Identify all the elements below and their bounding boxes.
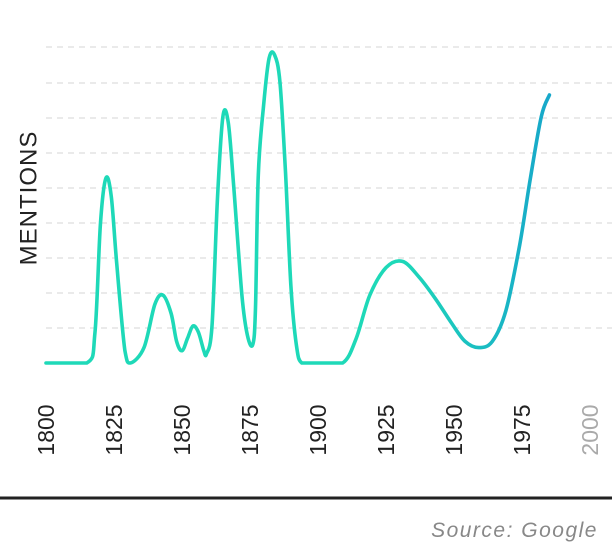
y-axis-label: MENTIONS	[16, 131, 43, 266]
series-line	[44, 50, 552, 365]
x-tick-label: 1850	[169, 404, 195, 455]
x-tick-label: 2000	[577, 404, 603, 455]
x-tick-label: 1875	[237, 404, 263, 455]
x-tick-label: 1950	[441, 404, 467, 455]
x-tick-label: 1900	[305, 404, 331, 455]
x-tick-label: 1975	[509, 404, 535, 455]
source-note: Source: Google	[431, 519, 598, 542]
x-tick-label: 1800	[33, 404, 59, 455]
x-axis-ticks: 1800 1825 1850 1875 1900 1925 1950 1975 2000	[33, 404, 603, 455]
x-tick-label: 1925	[373, 404, 399, 455]
x-tick-label: 1825	[101, 404, 127, 455]
